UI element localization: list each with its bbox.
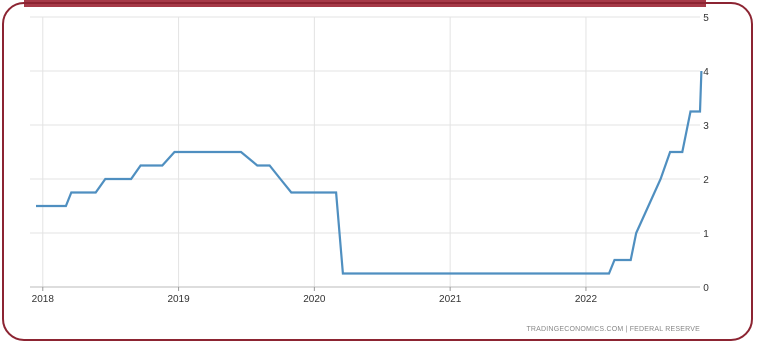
y-tick-label: 1: [703, 229, 709, 240]
x-axis-ticks: 2018 2019 2020 2021 2022: [32, 287, 598, 305]
x-tick-label: 2019: [167, 294, 190, 305]
y-tick-label: 3: [703, 121, 709, 132]
y-tick-label: 5: [703, 13, 709, 24]
gridlines: [30, 16, 700, 288]
y-tick-label: 2: [703, 175, 709, 186]
x-tick-label: 2018: [32, 294, 55, 305]
y-tick-label: 0: [703, 283, 709, 294]
x-tick-label: 2020: [303, 294, 326, 305]
x-tick-label: 2022: [575, 294, 598, 305]
x-tick-label: 2021: [439, 294, 462, 305]
series-line: [36, 70, 703, 275]
y-axis-ticks: 0 1 2 3 4 5: [703, 13, 709, 294]
card-frame: [2, 2, 753, 341]
y-tick-label: 4: [703, 67, 709, 78]
source-credit: TRADINGECONOMICS.COM | FEDERAL RESERVE: [526, 326, 700, 333]
